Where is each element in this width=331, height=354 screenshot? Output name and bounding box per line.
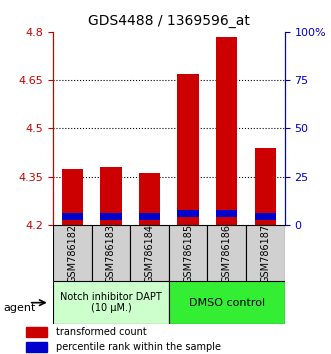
Bar: [255, 148, 276, 225]
Bar: [100, 213, 121, 220]
Bar: [26, 342, 47, 352]
Bar: [216, 210, 237, 217]
Bar: [53, 225, 92, 281]
Text: GSM786187: GSM786187: [260, 223, 270, 283]
Bar: [92, 225, 130, 281]
Bar: [100, 167, 121, 225]
Bar: [216, 37, 237, 225]
Bar: [246, 225, 285, 281]
Text: percentile rank within the sample: percentile rank within the sample: [56, 342, 221, 352]
Bar: [177, 210, 199, 217]
Bar: [169, 281, 285, 324]
Bar: [139, 213, 160, 220]
Bar: [62, 169, 83, 225]
Text: GSM786183: GSM786183: [106, 224, 116, 282]
Text: GSM786184: GSM786184: [145, 224, 155, 282]
Bar: [62, 213, 83, 220]
Text: Notch inhibitor DAPT
(10 μM.): Notch inhibitor DAPT (10 μM.): [60, 292, 162, 314]
Bar: [255, 213, 276, 220]
Bar: [139, 173, 160, 225]
Bar: [26, 327, 47, 337]
Bar: [169, 225, 208, 281]
Text: GSM786186: GSM786186: [222, 224, 232, 282]
Text: GSM786185: GSM786185: [183, 223, 193, 283]
Title: GDS4488 / 1369596_at: GDS4488 / 1369596_at: [88, 14, 250, 28]
Text: GSM786182: GSM786182: [67, 223, 77, 283]
Text: DMSO control: DMSO control: [189, 298, 265, 308]
Text: agent: agent: [3, 303, 36, 313]
Text: transformed count: transformed count: [56, 327, 147, 337]
Bar: [177, 74, 199, 225]
Bar: [208, 225, 246, 281]
Bar: [130, 225, 169, 281]
Bar: [53, 281, 169, 324]
